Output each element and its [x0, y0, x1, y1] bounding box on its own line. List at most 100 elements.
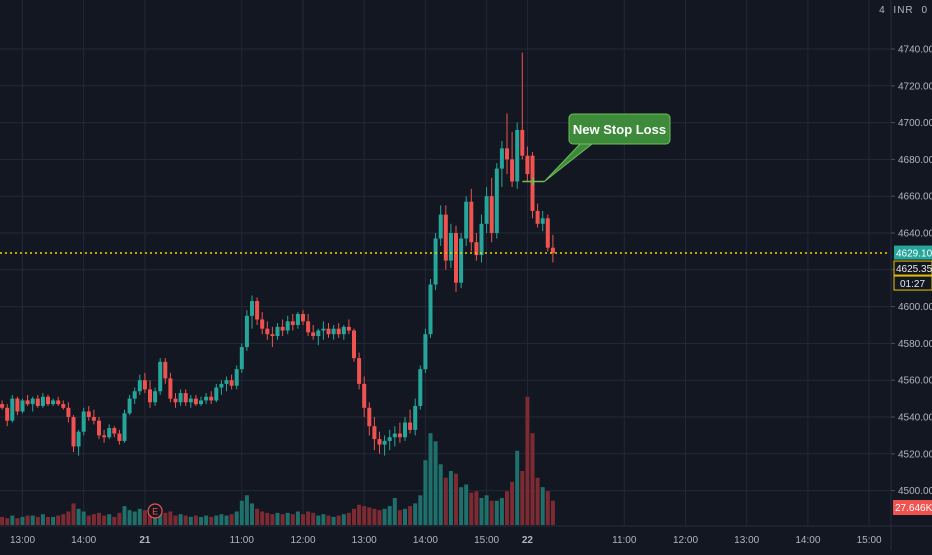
volume-bar: [244, 495, 249, 525]
candle-body: [112, 428, 117, 434]
volume-bar: [66, 511, 71, 525]
volume-bar: [418, 495, 423, 525]
volume-bar: [443, 477, 448, 525]
candle-body: [525, 155, 530, 175]
candle-body: [86, 411, 91, 417]
candle-body: [290, 321, 295, 325]
price-tick-label: 4720.00: [898, 81, 932, 92]
candle-body: [91, 417, 96, 421]
candle-body: [117, 433, 122, 441]
volume-bar: [250, 503, 254, 525]
candle-body: [280, 326, 285, 331]
volume-bar: [505, 491, 509, 525]
volume-bar: [336, 515, 341, 525]
volume-bar: [173, 515, 178, 525]
candle-body: [489, 196, 494, 233]
volume-bar: [448, 471, 453, 525]
volume-bar: [295, 511, 300, 525]
candle-body: [285, 321, 290, 331]
candle-body: [35, 398, 40, 406]
candle-body: [61, 404, 66, 408]
volume-bar: [382, 508, 387, 525]
candle-body: [448, 233, 453, 261]
volume-bar: [515, 450, 520, 525]
volume-bar: [367, 507, 372, 525]
volume-bar: [117, 512, 122, 525]
volume-bar: [239, 500, 244, 525]
volume-bar: [97, 512, 101, 525]
candle-body: [30, 398, 35, 405]
candle-body: [484, 196, 489, 224]
time-tick-label: 14:00: [795, 535, 820, 546]
scale-label: 4: [879, 5, 886, 16]
candle-body: [357, 358, 362, 384]
candle-body: [239, 347, 244, 370]
candle-body: [255, 301, 260, 320]
price-tick-label: 4600.00: [898, 302, 932, 313]
volume-bar: [30, 515, 35, 525]
candle-body: [428, 284, 433, 335]
candle-body: [382, 440, 387, 445]
candle-body: [132, 391, 137, 399]
volume-bar: [403, 508, 407, 525]
volume-bar: [316, 515, 321, 525]
volume-bar: [183, 515, 188, 525]
volume-bar: [285, 512, 290, 525]
annotation-layer[interactable]: New Stop Loss: [522, 113, 671, 186]
candle-body: [158, 361, 163, 392]
volume-bar: [209, 516, 214, 525]
time-tick-label: 15:00: [857, 535, 882, 546]
grid-lines: [0, 0, 890, 525]
candle-body: [265, 328, 270, 335]
time-tick-label: 13:00: [734, 535, 759, 546]
volume-bar: [321, 514, 326, 525]
countdown-label: 01:27: [900, 279, 925, 290]
volume-bar: [530, 433, 535, 525]
candle-body: [520, 129, 525, 156]
candle-body: [469, 201, 474, 243]
candle-body: [331, 328, 336, 335]
time-tick-label: 21: [139, 535, 151, 546]
candle-body: [423, 334, 428, 370]
candle-body: [550, 247, 555, 254]
volume-bar: [137, 508, 142, 525]
volume-bar: [265, 512, 270, 525]
price-tick-label: 4740.00: [898, 45, 932, 56]
candle-body: [362, 383, 367, 408]
candle-body: [397, 433, 402, 438]
candle-body: [224, 380, 229, 384]
volume-bar: [494, 500, 499, 525]
candle-body: [56, 400, 61, 405]
candle-body: [244, 315, 249, 348]
volume-bar: [86, 515, 91, 525]
volume-bar: [142, 510, 147, 525]
volume-bar: [479, 498, 484, 525]
volume-bar: [392, 498, 397, 525]
candle-body: [199, 400, 203, 405]
candle-body: [5, 407, 10, 421]
volume-bar: [188, 516, 193, 525]
price-tick-label: 4680.00: [898, 155, 932, 166]
price-tick-label: 4580.00: [898, 339, 932, 350]
candle-body: [173, 398, 178, 403]
candle-body: [81, 411, 86, 432]
callout-box[interactable]: [568, 113, 671, 145]
candle-body: [535, 210, 540, 224]
candle-body: [193, 398, 198, 405]
candle-body: [137, 380, 142, 392]
volume-bar: [153, 514, 158, 525]
volume-bar: [35, 516, 40, 525]
price-tick-label: 4640.00: [898, 229, 932, 240]
candle-body: [66, 407, 71, 417]
volume-bar: [280, 514, 285, 525]
volume-bar: [193, 515, 198, 525]
volume-bar: [454, 473, 458, 525]
candles: [0, 52, 555, 456]
volume-bar: [122, 506, 127, 525]
candle-body: [178, 393, 183, 403]
candle-body: [464, 201, 469, 239]
earnings-event-icon[interactable]: [147, 503, 163, 519]
candle-body: [352, 330, 356, 359]
